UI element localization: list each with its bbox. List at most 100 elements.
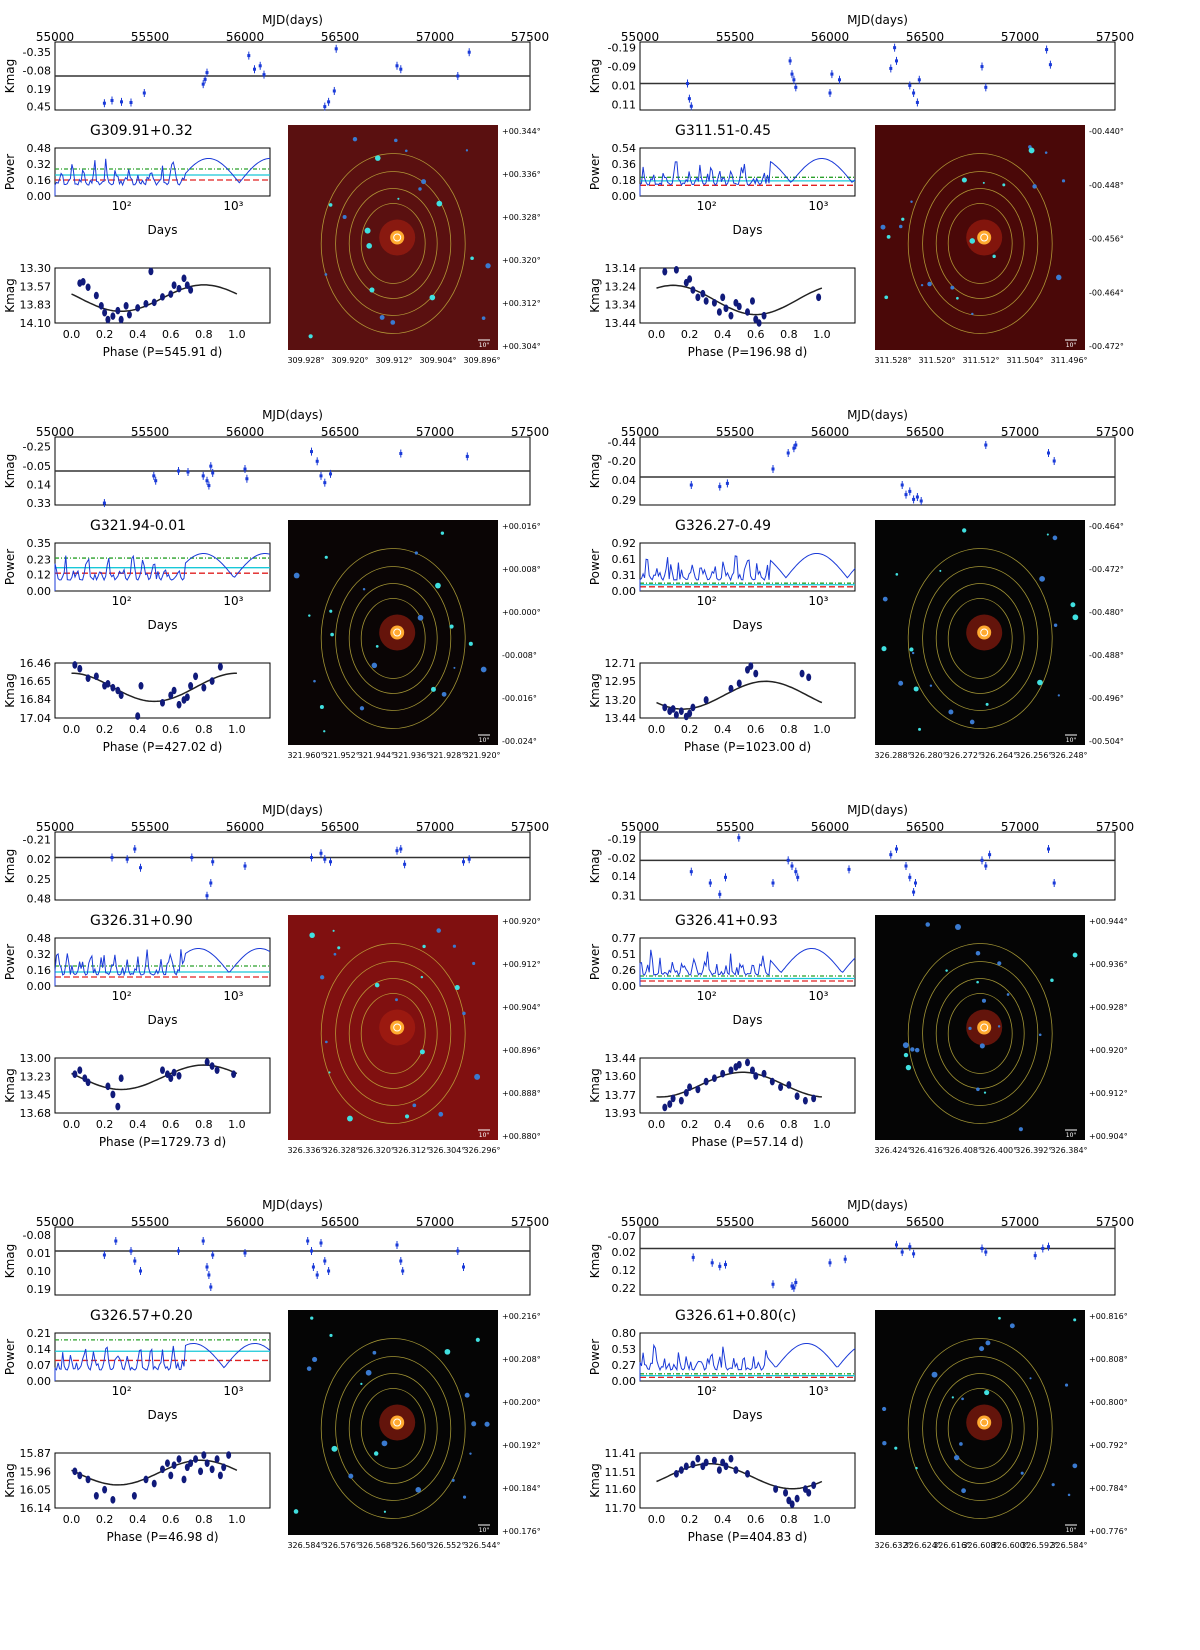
star: [422, 944, 426, 949]
map-xtick: 309.912°: [375, 356, 412, 365]
phase-point: [160, 699, 165, 707]
phase-point: [176, 284, 182, 293]
phase-point: [733, 1466, 739, 1474]
phase-point: [168, 290, 174, 298]
phase-point: [193, 672, 199, 681]
map-ytick: +00.928°: [1089, 1003, 1128, 1012]
star: [931, 1371, 938, 1378]
pg-xtick: 10²: [112, 594, 132, 608]
star: [383, 1510, 387, 1513]
lc-point: [1047, 847, 1050, 851]
map-ytick: +00.920°: [1089, 1046, 1128, 1055]
lc-point: [914, 881, 917, 885]
star: [945, 969, 948, 972]
lc-point: [177, 1249, 180, 1253]
map-xtick: 326.312°: [393, 1146, 430, 1155]
phase-point: [115, 1102, 121, 1111]
panel-g321-94-0-01: MJD(days) 55000 55500 56000 56500 57000 57500 -…: [3, 408, 549, 760]
phase-point: [85, 283, 91, 292]
lc-ytick: -0.08: [23, 65, 51, 78]
star: [1028, 147, 1035, 154]
lc-point: [243, 467, 247, 471]
lc-point: [399, 1259, 403, 1263]
phase-point: [748, 662, 754, 670]
phase-point: [93, 1491, 99, 1500]
lc-point: [794, 870, 798, 874]
lc-xtick: 57500: [511, 30, 549, 44]
lc-xtick: 55500: [716, 1215, 754, 1229]
phase-point: [188, 681, 194, 690]
phase-fit: [656, 284, 823, 316]
scale-bar-label: 10": [1066, 1132, 1077, 1139]
lc-ytick: 0.29: [612, 494, 637, 507]
star: [468, 641, 473, 646]
pg-frame: [639, 542, 856, 592]
phase-point: [736, 302, 742, 311]
lc-point: [129, 101, 133, 105]
phase-point: [778, 1083, 784, 1091]
star: [474, 1073, 481, 1080]
star: [929, 684, 933, 687]
scale-bar-label: 10": [1066, 737, 1077, 744]
phase-ytick: 13.44: [605, 1052, 637, 1065]
pg-xlabel: Days: [733, 1408, 763, 1422]
lc-point: [323, 1259, 327, 1263]
lc-ytick: -0.25: [23, 441, 51, 454]
lc-ytick: -0.09: [608, 61, 636, 74]
lc-point: [771, 1282, 775, 1286]
lc-xtick: 56000: [811, 425, 849, 439]
phase-xlabel: Phase (P=57.14 d): [691, 1135, 803, 1149]
lc-point: [919, 499, 923, 503]
star: [909, 647, 914, 652]
lc-point: [895, 59, 898, 63]
contour-line: [360, 993, 426, 1074]
source-core: [390, 625, 405, 640]
phase-ylabel: Kmag: [588, 673, 602, 708]
map-xtick: 326.272°: [945, 751, 982, 760]
contour-line: [907, 1338, 1053, 1519]
star: [1072, 1463, 1078, 1469]
phase-point: [214, 1066, 220, 1074]
star: [323, 730, 326, 733]
map-ytick: +00.192°: [502, 1441, 541, 1450]
pg-xtick: 10³: [223, 989, 243, 1003]
star: [329, 1333, 333, 1338]
scale-bar-label: 10": [1066, 1527, 1077, 1534]
map-xtick: 326.280°: [910, 751, 947, 760]
star: [954, 924, 961, 930]
star: [381, 1440, 388, 1447]
map-ytick: +00.800°: [1089, 1398, 1128, 1407]
lc-xtick: 57000: [416, 1215, 454, 1229]
pg-ytick: 0.14: [27, 1343, 52, 1356]
contour-line: [335, 961, 452, 1106]
map-xtick: 321.920°: [463, 751, 500, 760]
phase-ytick: 16.05: [20, 1484, 52, 1497]
map-xtick: 326.560°: [393, 1541, 430, 1550]
lc-xtick: 56500: [906, 1215, 944, 1229]
phase-xtick: 0.0: [648, 723, 666, 736]
star: [981, 998, 987, 1003]
panel-g326-27-0-49: MJD(days) 55000 55500 56000 56500 57000 57500 -…: [588, 408, 1134, 760]
lc-point: [792, 1286, 796, 1290]
star: [898, 224, 903, 229]
star: [359, 706, 365, 711]
pg-ytick: 0.07: [27, 1359, 52, 1372]
phase-ylabel: Kmag: [588, 1463, 602, 1498]
lc-ytick: -0.07: [608, 1230, 636, 1243]
source-marker: [980, 233, 989, 242]
phase-point: [749, 297, 755, 305]
phase-point: [209, 677, 215, 685]
lc-point: [467, 857, 471, 861]
lc-point: [1045, 48, 1049, 52]
lc-point: [456, 74, 460, 78]
lc-point: [205, 1265, 209, 1269]
pg-xtick: 10³: [808, 989, 828, 1003]
pg-frame: [639, 1332, 856, 1382]
phase-point: [77, 664, 83, 673]
pg-ytick: 0.00: [27, 1375, 52, 1388]
pg-ytick: 0.31: [612, 569, 637, 582]
star: [362, 587, 366, 591]
phase-point: [716, 1466, 722, 1474]
phase-point: [193, 1455, 199, 1463]
star: [470, 256, 474, 261]
